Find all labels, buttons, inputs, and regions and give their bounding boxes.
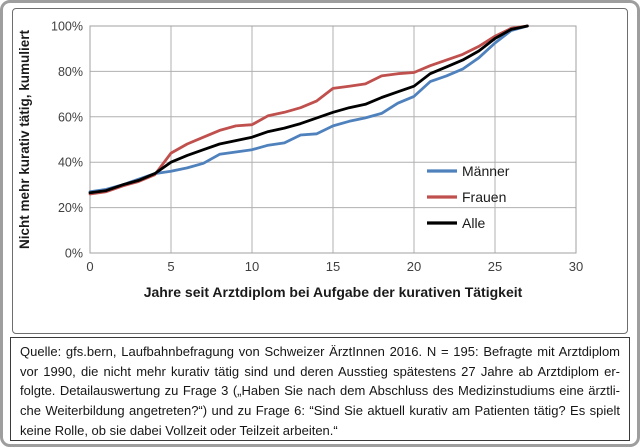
series-line-alle bbox=[88, 24, 529, 195]
y-axis-tick-label: 40% bbox=[58, 156, 83, 170]
y-axis-tick-label: 60% bbox=[58, 110, 83, 124]
y-axis-tick-label: 100% bbox=[51, 20, 83, 34]
x-axis-tick-label: 25 bbox=[488, 259, 502, 274]
x-axis-tick-label: 20 bbox=[407, 259, 421, 274]
caption-line: keine Rolle, ob sie dabei Vollzeit oder … bbox=[20, 422, 338, 438]
legend-label-alle: Alle bbox=[462, 215, 486, 231]
series-line-mnner bbox=[88, 24, 529, 194]
y-axis-tick-label: 0% bbox=[65, 247, 83, 261]
legend-label-mnner: Männer bbox=[462, 163, 510, 179]
x-axis-tick-label: 0 bbox=[86, 259, 93, 274]
source-caption-box: Quelle: gfs.bern, Laufbahnbefragung von … bbox=[10, 337, 630, 441]
x-axis-tick-label: 15 bbox=[326, 259, 340, 274]
legend-label-frauen: Frauen bbox=[462, 189, 506, 205]
caption-line: vor 1990, die nicht mehr kurativ tätig s… bbox=[20, 363, 620, 379]
caption-line: Quelle: gfs.bern, Laufbahnbefragung von … bbox=[20, 344, 620, 359]
y-axis-title: Nicht mehr kurativ tätig, kumuliert bbox=[17, 29, 32, 249]
x-axis-tick-label: 5 bbox=[167, 259, 174, 274]
caption-line: folgte. Detailauswertung zu Frage 3 („Ha… bbox=[20, 383, 620, 399]
series-line-frauen bbox=[88, 24, 529, 196]
chart-container: 0% 20% 40% 60% 80% 100% 0 5 10 15 20 25 30 Jahre seit… bbox=[12, 8, 628, 334]
plot-area-border bbox=[89, 25, 577, 254]
x-axis-tick-label: 10 bbox=[245, 259, 259, 274]
y-axis-tick-label: 20% bbox=[58, 201, 83, 215]
x-axis-tick-label: 30 bbox=[569, 259, 583, 274]
cumulative-line-chart: 0% 20% 40% 60% 80% 100% 0 5 10 15 20 25 30 Jahre seit… bbox=[17, 20, 583, 301]
x-axis-title: Jahre seit Arztdiplom bei Aufgabe der ku… bbox=[144, 284, 523, 300]
y-axis-tick-label: 80% bbox=[58, 65, 83, 79]
caption-line: che Weiterbildung angetreten?“) und zu F… bbox=[20, 403, 620, 419]
